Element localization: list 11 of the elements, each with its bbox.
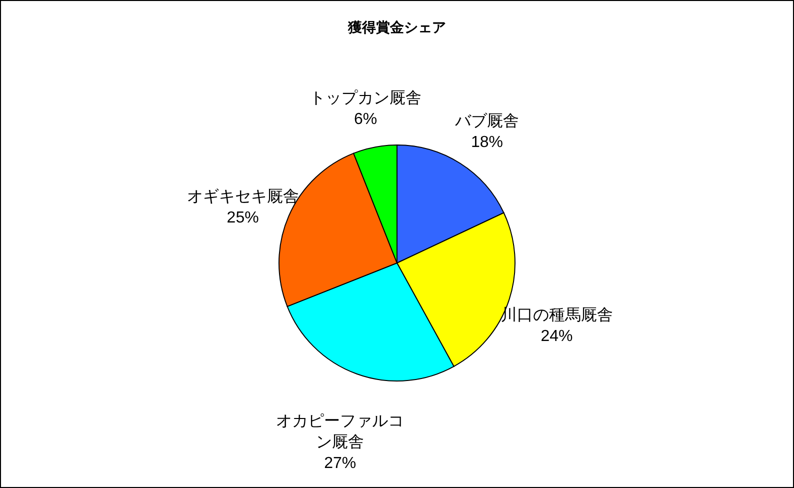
data-label: 6% [354, 110, 378, 128]
chart-title: 獲得賞金シェア [347, 19, 446, 35]
data-label: 25% [226, 209, 259, 226]
slice-label: オギキセキ厩舎 [186, 187, 299, 206]
slice-label: バブ厩舎 [454, 112, 520, 130]
data-label: 18% [471, 134, 504, 152]
data-label: 24% [540, 328, 573, 345]
data-label: 27% [324, 455, 356, 472]
slice-label: オカピーファルコン厩舎 [276, 413, 404, 452]
slice-label: トップカン厩舎 [310, 88, 422, 107]
slice-label: 川口の種馬厩舎 [500, 306, 613, 324]
